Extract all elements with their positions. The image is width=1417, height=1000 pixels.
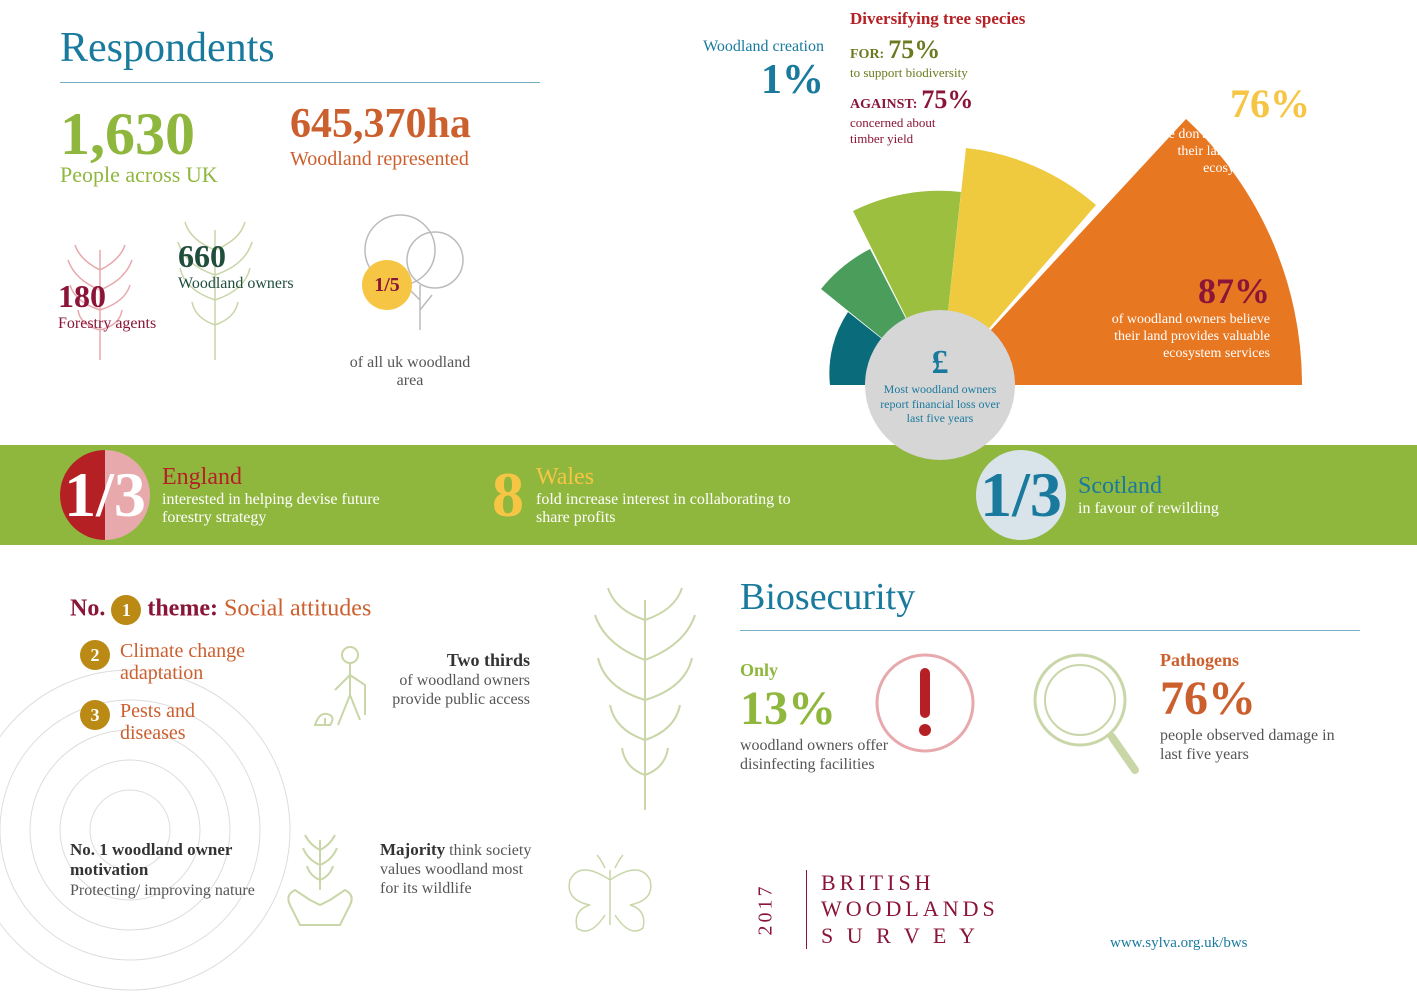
scotland-circle-icon: 1/3 <box>976 450 1066 540</box>
wales-num: 8 <box>492 458 524 532</box>
logo-line2: WOODLANDS <box>821 896 999 922</box>
fraction-num: 1 <box>374 274 384 296</box>
fan-wedge3-text: Diversifying tree species FOR: 75% to su… <box>850 10 1040 147</box>
access-text: of woodland owners provide public access <box>390 671 530 709</box>
people-number: 1,630 <box>60 100 218 169</box>
agents-label: Forestry agents <box>58 315 156 333</box>
pound-icon: £ <box>932 344 949 382</box>
wales-title: Wales <box>536 464 796 491</box>
stat-area: 645,370ha Woodland represented <box>290 100 471 170</box>
wales-desc: fold increase interest in collaborating … <box>536 491 796 527</box>
exclamation-icon <box>870 648 980 758</box>
motivation-stat: No. 1 woodland owner motivation Protecti… <box>70 840 270 900</box>
theme-2: 2 Climate change adaptation <box>80 640 280 684</box>
stat-people: 1,630 People across UK <box>60 100 218 187</box>
access-stat: Two thirds of woodland owners provide pu… <box>390 650 530 709</box>
wedge3-against-text: concerned about timber yield <box>850 115 970 147</box>
large-leaf-icon <box>560 580 730 820</box>
scotland-den: 3 <box>1030 459 1062 530</box>
scotland-num: 1 <box>980 459 1012 530</box>
theme-num-1: 1 <box>111 595 141 625</box>
wedge2-title: Woodland creation <box>703 38 824 55</box>
england-circle-icon: 1/3 <box>60 450 150 540</box>
pathogens-label: Pathogens <box>1160 650 1340 671</box>
hands-leaf-icon <box>270 830 370 940</box>
wedge3-against-pct: 75% <box>921 85 973 114</box>
owners-label: Woodland owners <box>178 275 294 293</box>
region-england: 1/3 England interested in helping devise… <box>60 450 422 540</box>
title-biosecurity: Biosecurity <box>740 575 915 619</box>
wedge3-for-pct: 75% <box>888 35 940 64</box>
fraction-circle: 1/5 <box>362 260 412 310</box>
fan-wedge4-text2: 87% of woodland owners believe their lan… <box>1030 270 1270 362</box>
fan-wedge4-text1: 76% or more don't know the value of thei… <box>1120 80 1310 177</box>
region-scotland: 1/3 Scotland in favour of rewilding <box>976 450 1219 540</box>
area-number: 645,370ha <box>290 100 471 148</box>
wedge3-for-label: FOR: <box>850 47 884 62</box>
butterfly-icon <box>555 850 665 940</box>
fraction-den: 5 <box>390 274 400 296</box>
wedge3-for-text: to support biodiversity <box>850 65 1040 81</box>
wedge4-pct2: 87% <box>1030 270 1270 312</box>
logo-line3: S U R V E Y <box>821 923 999 949</box>
theme-num-3: 3 <box>80 700 110 730</box>
motivation-text: Protecting/ improving nature <box>70 881 270 900</box>
england-desc: interested in helping devise future fore… <box>162 491 422 527</box>
access-title: Two thirds <box>390 650 530 671</box>
fan-center-text: Most woodland owners report financial lo… <box>877 382 1003 425</box>
area-label: Woodland represented <box>290 148 471 170</box>
fan-wedge2-text: Woodland creation 1% increase in UK wood… <box>644 38 824 166</box>
theme-word: theme: <box>147 596 218 622</box>
wedge4-text1: or more don't know the value of their la… <box>1120 127 1310 177</box>
bio-stat-2: Pathogens 76% people observed damage in … <box>1160 650 1340 764</box>
wedge4-text2: of woodland owners believe their land pr… <box>1090 312 1270 362</box>
footer-url[interactable]: www.sylva.org.uk/bws <box>1110 935 1248 952</box>
theme-num-2: 2 <box>80 640 110 670</box>
logo-year: 2017 <box>755 884 778 936</box>
bio-text2: people observed damage in last five year… <box>1160 726 1340 764</box>
fan-chart: Woodland creation 1% increase in UK wood… <box>560 0 1360 420</box>
wedge2-body: increase in UK woodland area if right in… <box>694 104 824 166</box>
title-rule <box>60 82 540 83</box>
region-bar: 1/3 England interested in helping devise… <box>0 445 1417 545</box>
wedge3-title: Diversifying tree species <box>850 10 1040 29</box>
england-num: 1 <box>64 459 96 530</box>
wedge3-against-label: AGAINST: <box>850 97 917 112</box>
fraction-label: of all uk woodland area <box>340 354 480 390</box>
walker-icon <box>300 640 390 750</box>
wedge2-pct: 1% <box>761 57 824 103</box>
theme3-text: Pests and diseases <box>120 700 240 744</box>
scotland-title: Scotland <box>1078 473 1219 500</box>
fan-center: £ Most woodland owners report financial … <box>865 310 1015 460</box>
theme1-text: Social attitudes <box>224 596 371 622</box>
title-respondents: Respondents <box>60 24 275 72</box>
owners-number: 660 <box>178 238 294 275</box>
majority-title: Majority <box>380 840 445 859</box>
theme-3: 3 Pests and diseases <box>80 700 240 744</box>
agents-number: 180 <box>58 278 156 315</box>
england-den: 3 <box>114 459 146 530</box>
region-wales: 8 Wales fold increase interest in collab… <box>492 458 796 532</box>
themes-header: No. 1 theme: Social attitudes <box>70 595 371 625</box>
wedge4-pct1: 76% <box>1120 80 1310 127</box>
england-title: England <box>162 464 422 491</box>
biosecurity-rule <box>740 630 1360 631</box>
theme2-text: Climate change adaptation <box>120 640 280 684</box>
motivation-title: No. 1 woodland owner motivation <box>70 840 270 881</box>
majority-stat: Majority think society values woodland m… <box>380 840 540 899</box>
scotland-desc: in favour of rewilding <box>1078 500 1219 518</box>
people-label: People across UK <box>60 163 218 187</box>
logo-text: BRITISH WOODLANDS S U R V E Y <box>806 870 999 949</box>
footer-logo: 2017 BRITISH WOODLANDS S U R V E Y <box>740 870 999 949</box>
stat-owners: 660 Woodland owners <box>178 238 294 293</box>
no-label: No. <box>70 596 105 622</box>
logo-line1: BRITISH <box>821 870 999 896</box>
magnifier-icon <box>1020 645 1150 785</box>
bio-pct2: 76% <box>1160 671 1340 726</box>
stat-agents: 180 Forestry agents <box>58 278 156 333</box>
